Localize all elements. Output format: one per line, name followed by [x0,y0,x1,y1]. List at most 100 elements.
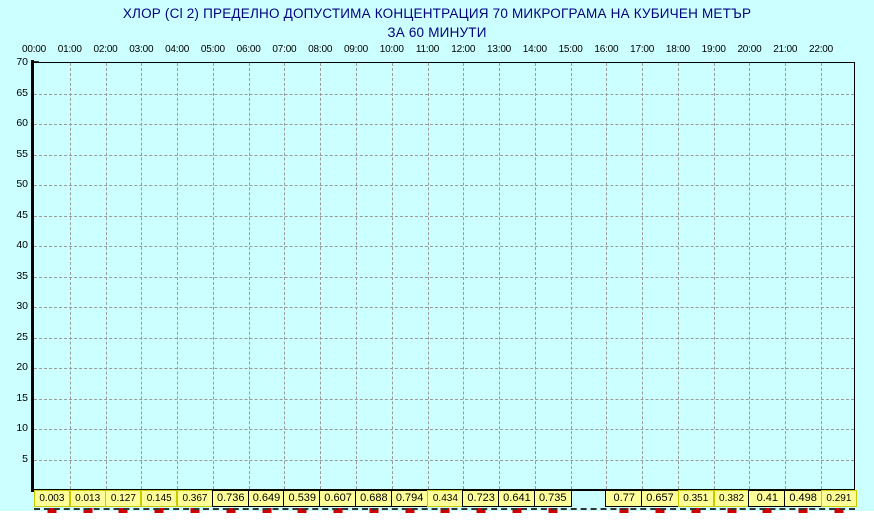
gridline-horizontal [34,398,854,400]
y-axis-tick-labels: 5 10 15 20 25 30 35 40 45 50 55 60 65 70 [0,0,34,529]
value-label-box: 0.351 [677,490,714,507]
x-tick-label: 11:00 [415,44,440,55]
gridline-horizontal [34,368,854,369]
gridline-horizontal [34,215,854,217]
y-tick-label: 40 [16,239,28,251]
value-label-box: 0.291 [820,490,857,507]
gridline-vertical [677,63,679,489]
gridline-vertical [69,63,71,489]
data-point-marker [369,508,379,513]
gridline-vertical [248,63,250,489]
data-point-marker [262,508,272,513]
value-label-box: 0.127 [105,490,142,507]
value-label-box: 0.145 [141,490,178,507]
gridline-horizontal [34,246,854,247]
x-tick-label: 13:00 [487,44,512,55]
value-label-box: 0.498 [784,490,823,507]
data-value-labels: 0.003 0.013 0.127 0.145 0.367 0.736 0.649 0.539… [0,490,874,529]
data-point-marker [297,508,307,513]
y-axis-line [31,60,34,492]
value-label-box: 0.723 [462,490,501,507]
y-tick-label: 70 [16,56,28,68]
value-label-box: 0.649 [247,490,286,507]
y-tick-label: 55 [16,147,28,160]
y-tick-label: 30 [16,300,28,312]
baseline-divider [34,508,855,510]
y-tick-label: 15 [16,391,28,404]
gridline-vertical [355,63,357,489]
y-tick-label: 5 [22,452,28,465]
gridline-vertical [105,63,107,489]
data-point-marker [512,508,522,513]
x-tick-label: 17:00 [630,44,655,55]
data-point-marker [190,508,200,513]
gridline-horizontal [34,185,854,186]
gridline-vertical [427,63,429,489]
x-tick-label: 08:00 [308,44,333,55]
gridline-horizontal [34,154,854,156]
gridline-vertical [534,63,536,489]
y-tick-label: 50 [16,178,28,190]
data-point-marker [405,508,415,513]
x-tick-label: 02:00 [93,44,118,55]
data-point-marker [834,508,844,513]
y-tick-label: 25 [16,330,28,343]
value-label-box: 0.77 [605,490,644,507]
value-label-box: 0.688 [354,490,393,507]
x-axis-tick-labels: 00:00 01:00 02:00 03:00 04:00 05:00 06:00 07:00… [0,44,874,58]
data-point-marker [619,508,629,513]
gridline-vertical [391,63,393,489]
x-tick-label: 04:00 [165,44,190,55]
y-tick-label: 10 [16,422,28,434]
gridline-horizontal [34,93,854,95]
x-tick-label: 18:00 [665,44,690,55]
chart-title-line1: ХЛОР (Cl 2) ПРЕДЕЛНО ДОПУСТИМА КОНЦЕНТРА… [122,6,752,21]
x-tick-label: 06:00 [236,44,261,55]
chart-title: ХЛОР (Cl 2) ПРЕДЕЛНО ДОПУСТИМА КОНЦЕНТРА… [0,4,874,42]
gridline-horizontal [34,337,854,339]
data-point-marker [118,508,128,513]
value-label-box: 0.657 [641,490,680,507]
gridline-vertical [570,63,572,489]
gridline-vertical [212,63,214,489]
data-point-marker [762,508,772,513]
data-point-marker [548,508,558,513]
x-tick-label: 10:00 [379,44,404,55]
gridline-vertical [284,63,286,489]
data-point-marker [226,508,236,513]
x-tick-label: 05:00 [200,44,225,55]
y-tick-label: 35 [16,269,28,282]
data-point-marker [154,508,164,513]
y-tick-label: 20 [16,361,28,373]
chart-title-line2: ЗА 60 МИНУТИ [387,25,487,40]
y-tick-label: 45 [16,208,28,221]
data-point-marker [798,508,808,513]
value-label-box: 0.41 [748,490,787,507]
data-point-marker [476,508,486,513]
plot-area [34,62,855,489]
gridline-vertical [177,63,179,489]
gridline-vertical [463,63,465,489]
gridline-vertical [785,63,787,489]
x-tick-label: 09:00 [343,44,368,55]
value-label-box: 0.013 [69,490,106,507]
gridline-horizontal [34,307,854,308]
value-label-box: 0.736 [211,490,250,507]
data-point-marker [47,508,57,513]
gridline-vertical [499,63,501,489]
x-axis-line [34,489,855,491]
data-point-marker [83,508,93,513]
value-label-box: 0.367 [176,490,213,507]
data-point-marker [333,508,343,513]
value-label-box: 0.434 [427,490,464,507]
gridline-vertical [320,63,322,489]
gridline-vertical [642,63,644,489]
footer-strip [0,511,874,529]
gridline-vertical [141,63,143,489]
x-tick-label: 21:00 [773,44,798,55]
gridline-vertical [713,63,715,489]
x-tick-label: 20:00 [737,44,762,55]
gridline-vertical [606,63,608,489]
x-tick-label: 12:00 [451,44,476,55]
